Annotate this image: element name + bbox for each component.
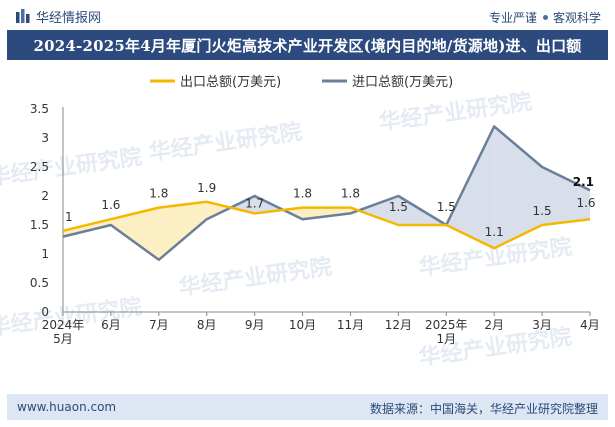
x-tick-label: 11月 xyxy=(337,318,364,332)
watermark-text: 华经产业研究院 xyxy=(377,89,533,136)
footer-website: www.huaon.com xyxy=(17,400,117,414)
export-data-label: 1.8 xyxy=(293,187,312,201)
watermark-text: 华经产业研究院 xyxy=(0,144,143,191)
watermark-text: 华经产业研究院 xyxy=(147,119,303,166)
import-data-label: 2.1 xyxy=(573,175,594,189)
y-tick-label: 2 xyxy=(41,189,49,203)
y-tick-label: 3.5 xyxy=(30,102,49,116)
x-tick-label: 2025年 xyxy=(425,318,468,332)
x-tick-label: 5月 xyxy=(53,332,73,346)
diff-area xyxy=(158,201,207,260)
y-tick-label: 0 xyxy=(41,305,49,319)
tagline: 专业严谨 客观科学 xyxy=(489,9,601,26)
brand: 华经情报网 xyxy=(16,7,102,26)
export-data-label: 1.9 xyxy=(197,181,216,195)
diff-area xyxy=(446,126,495,249)
legend: 出口总额(万美元) 进口总额(万美元) xyxy=(150,75,453,90)
export-data-label: 1.5 xyxy=(389,200,408,214)
diff-areas xyxy=(63,126,590,260)
brand-logo-icon xyxy=(16,9,30,23)
series-lines xyxy=(62,125,591,262)
legend-export-label: 出口总额(万美元) xyxy=(180,75,281,90)
diff-area xyxy=(358,196,399,225)
separator-dot-icon xyxy=(542,15,548,20)
legend-import-label: 进口总额(万美元) xyxy=(352,75,453,90)
y-tick-label: 1.5 xyxy=(30,218,49,232)
tagline-left: 专业严谨 xyxy=(488,11,537,25)
brand-name: 华经情报网 xyxy=(36,10,102,26)
diff-area xyxy=(302,207,351,220)
watermark-text: 华经产业研究院 xyxy=(177,254,333,301)
export-data-label: 1.8 xyxy=(341,187,360,201)
x-tick-label: 2024年 xyxy=(42,318,85,332)
diff-area xyxy=(542,167,590,225)
tagline-right: 客观科学 xyxy=(552,11,601,25)
export-data-label: 1.5 xyxy=(533,204,552,218)
export-data-label: 1.8 xyxy=(149,187,168,201)
chart-title: 2024-2025年4月年厦门火炬高技术产业开发区(境内目的地/货源地)进、出口… xyxy=(33,36,582,55)
diff-area xyxy=(110,207,159,260)
export-data-label: 1.1 xyxy=(485,225,504,239)
y-tick-label: 3 xyxy=(41,131,49,145)
x-tick-label: 9月 xyxy=(245,318,265,332)
x-tick-label: 2月 xyxy=(484,318,504,332)
import-series-line xyxy=(62,125,591,262)
diff-area xyxy=(206,201,231,220)
data-labels: 1 1.6 1.8 1.9 1.7 1.8 1.8 1.5 1.5 1.1 1.5 1.6 2.1 xyxy=(65,175,596,239)
x-tick-label: 6月 xyxy=(101,318,121,332)
title-bar: 2024-2025年4月年厦门火炬高技术产业开发区(境内目的地/货源地)进、出口… xyxy=(7,30,608,60)
x-tick-label: 3月 xyxy=(532,318,552,332)
y-tick-label: 2.5 xyxy=(30,160,49,174)
footer-source: 数据来源：中国海关，华经产业研究院整理 xyxy=(369,402,598,416)
x-tick-label: 8月 xyxy=(197,318,217,332)
x-tick-label: 1月 xyxy=(436,332,456,346)
export-data-label: 1.7 xyxy=(245,196,264,210)
x-tick-label: 7月 xyxy=(149,318,169,332)
x-tick-label: 10月 xyxy=(289,318,316,332)
export-data-label: 1.6 xyxy=(101,198,120,212)
export-data-label: 1.6 xyxy=(576,196,595,210)
export-data-label: 1.5 xyxy=(437,200,456,214)
y-tick-label: 1 xyxy=(41,247,49,261)
diff-area xyxy=(63,219,111,237)
y-tick-label: 0.5 xyxy=(30,276,49,290)
x-tick-label: 12月 xyxy=(385,318,412,332)
diff-area xyxy=(494,126,543,249)
export-series-line xyxy=(62,200,591,250)
top-bar: 华经情报网 专业严谨 客观科学 xyxy=(0,0,615,30)
footer-bar: www.huaon.com 数据来源：中国海关，华经产业研究院整理 xyxy=(7,394,608,420)
export-data-label: 1 xyxy=(65,210,73,224)
x-tick-label: 4月 xyxy=(580,318,600,332)
